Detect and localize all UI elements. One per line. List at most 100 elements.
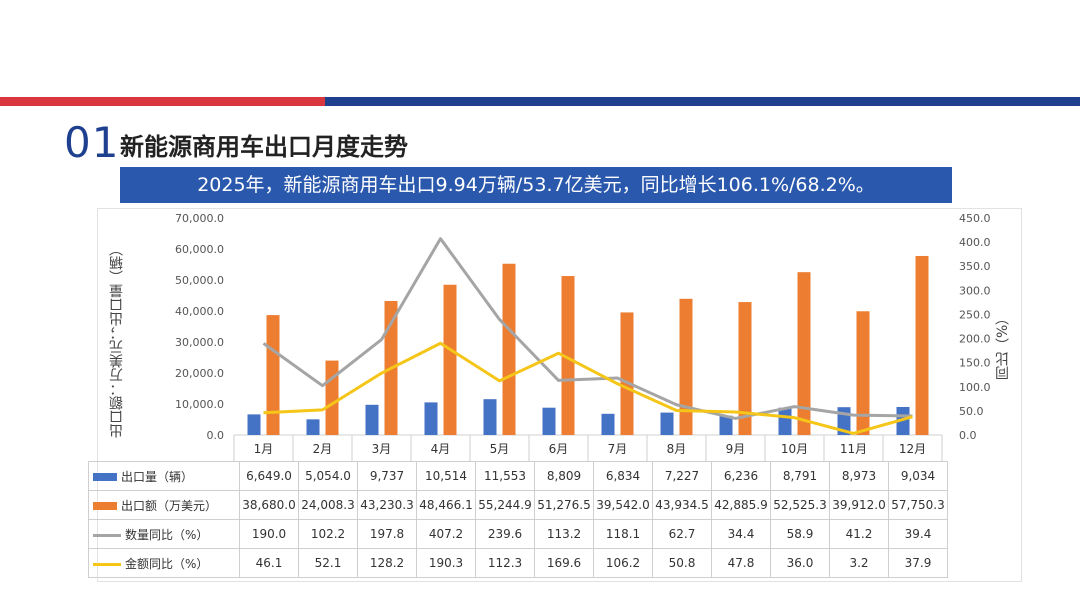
table-cell: 169.6: [534, 548, 594, 578]
bar-export-amount: [443, 284, 457, 435]
y-axis-right-label: 同比（%）: [995, 310, 1011, 380]
bar-export-amount: [797, 272, 811, 435]
table-cell: 57,750.3: [888, 490, 948, 520]
table-cell: 9,737: [357, 461, 417, 491]
bar-export-volume: [365, 404, 379, 435]
bar-export-volume: [896, 406, 910, 435]
table-cell: 9,034: [888, 461, 948, 491]
table-cell: 42,885.9: [711, 490, 771, 520]
table-row: 数量同比（%） 190.0 102.2 197.8 407.2 239.6 113.2 118…: [88, 519, 948, 549]
table-cell: 113.2: [534, 519, 594, 549]
table-cell: 7,227: [652, 461, 712, 491]
header-red-stripe: [0, 97, 325, 106]
table-cell: 8,791: [770, 461, 830, 491]
y-right-tick-label: 250.0: [959, 308, 991, 321]
table-row: 出口额（万美元） 38,680.0 24,008.3 43,230.3 48,466.1…: [88, 490, 948, 520]
y-right-tick-label: 200.0: [959, 333, 991, 346]
table-row: 出口量（辆） 6,649.0 5,054.0 9,737 10,514 11,553 8,8…: [88, 461, 948, 491]
table-row: 金额同比（%） 46.1 52.1 128.2 190.3 112.3 169.6 106.2…: [88, 548, 948, 578]
legend-label: 数量同比（%）: [125, 527, 209, 542]
table-cell: 52.1: [298, 548, 358, 578]
legend-line-key: [93, 562, 121, 566]
table-cell: 48,466.1: [416, 490, 476, 520]
y-right-tick-label: 50.0: [959, 405, 984, 418]
table-cell: 6,649.0: [239, 461, 299, 491]
table-cell: 118.1: [593, 519, 653, 549]
table-cell: 58.9: [770, 519, 830, 549]
x-tick-label: 3月: [372, 442, 392, 456]
table-cell: 51,276.5: [534, 490, 594, 520]
table-cell: 43,934.5: [652, 490, 712, 520]
table-cell: 55,244.9: [475, 490, 535, 520]
bar-export-amount: [856, 311, 870, 435]
x-tick-label: 1月: [254, 442, 274, 456]
bar-export-amount: [915, 255, 929, 435]
table-cell: 407.2: [416, 519, 476, 549]
y-right-tick-label: 100.0: [959, 381, 991, 394]
table-cell: 62.7: [652, 519, 712, 549]
bar-export-amount: [561, 276, 575, 435]
bar-export-volume: [778, 407, 792, 435]
legend-label: 金额同比（%）: [125, 556, 209, 571]
bar-export-amount: [738, 302, 752, 435]
bar-export-volume: [660, 412, 674, 435]
y-right-tick-label: 300.0: [959, 284, 991, 297]
x-tick-label: 6月: [549, 442, 569, 456]
bar-export-volume: [483, 399, 497, 435]
table-cell: 43,230.3: [357, 490, 417, 520]
table-cell: 128.2: [357, 548, 417, 578]
table-cell: 8,973: [829, 461, 889, 491]
y-left-tick-label: 40,000.0: [175, 305, 224, 318]
page-title: 新能源商用车出口月度走势: [120, 133, 408, 161]
bar-export-amount: [620, 312, 634, 435]
table-cell: 39,912.0: [829, 490, 889, 520]
table-cell: 10,514: [416, 461, 476, 491]
table-cell: 190.3: [416, 548, 476, 578]
x-tick-label: 8月: [667, 442, 687, 456]
y-right-tick-label: 150.0: [959, 357, 991, 370]
x-tick-label: 9月: [726, 442, 746, 456]
header-blue-stripe: [325, 97, 1080, 106]
bar-export-volume: [601, 413, 615, 435]
table-cell: 5,054.0: [298, 461, 358, 491]
section-number: 01: [64, 118, 120, 167]
y-left-tick-label: 30,000.0: [175, 336, 224, 349]
table-cell: 6,834: [593, 461, 653, 491]
y-axis-left-label: 出口额：万美元；出口量（辆）: [109, 242, 125, 438]
legend-label: 出口量（辆）: [121, 469, 194, 484]
y-left-tick-label: 70,000.0: [175, 212, 224, 225]
legend-cell: 出口量（辆）: [88, 461, 240, 491]
line-volume-yoy: [262, 237, 913, 420]
bar-export-amount: [679, 298, 693, 435]
bar-export-volume: [306, 419, 320, 435]
x-tick-label: 10月: [781, 442, 808, 456]
table-cell: 239.6: [475, 519, 535, 549]
table-cell: 34.4: [711, 519, 771, 549]
table-cell: 8,809: [534, 461, 594, 491]
table-cell: 11,553: [475, 461, 535, 491]
y-right-tick-label: 450.0: [959, 212, 991, 225]
table-cell: 6,236: [711, 461, 771, 491]
legend-cell: 出口额（万美元）: [88, 490, 240, 520]
y-right-tick-label: 0.0: [959, 429, 977, 442]
legend-bar-key: [93, 473, 117, 481]
table-cell: 46.1: [239, 548, 299, 578]
bar-export-volume: [247, 414, 261, 435]
table-cell: 106.2: [593, 548, 653, 578]
legend-label: 出口额（万美元）: [121, 498, 218, 513]
y-left-tick-label: 10,000.0: [175, 398, 224, 411]
table-cell: 41.2: [829, 519, 889, 549]
legend-line-key: [93, 533, 121, 537]
legend-cell: 金额同比（%）: [88, 548, 240, 578]
table-cell: 39,542.0: [593, 490, 653, 520]
data-table: 出口量（辆） 6,649.0 5,054.0 9,737 10,514 11,553 8,8…: [88, 461, 948, 578]
bar-export-amount: [502, 263, 516, 435]
x-tick-label: 2月: [313, 442, 333, 456]
legend-bar-key: [93, 502, 117, 510]
x-tick-label: 7月: [608, 442, 628, 456]
x-tick-label: 11月: [840, 442, 867, 456]
table-cell: 39.4: [888, 519, 948, 549]
table-cell: 37.9: [888, 548, 948, 578]
line-amount-yoy: [263, 341, 913, 435]
